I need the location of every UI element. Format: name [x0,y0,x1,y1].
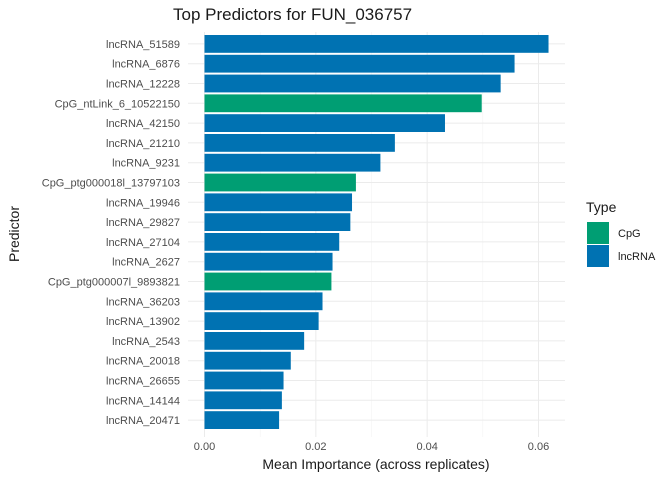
y-tick-label: lncRNA_26655 [106,376,180,388]
bar-lncrna-14144 [204,391,282,410]
bar-lncrna-29827 [204,213,351,231]
bar-cpg-ntlink-6-10522150 [204,94,482,113]
y-tick-label: lncRNA_27104 [106,237,180,249]
y-tick-label: CpG_ptg000007l_9893821 [48,277,180,289]
bars [204,35,549,429]
legend-swatch-lncrna [587,245,609,267]
bar-lncrna-51589 [204,35,549,53]
bar-lncrna-12228 [204,74,501,93]
y-tick-label: lncRNA_9231 [112,158,180,170]
legend-swatch-cpg [587,222,609,244]
y-tick-labels: lncRNA_51589 lncRNA_6876 lncRNA_12228 CpG_n… [42,39,180,427]
bar-lncrna-19946 [204,193,353,212]
bar-lncrna-9231 [204,153,381,172]
y-tick-label: lncRNA_42150 [106,118,180,130]
bar-lncrna-20018 [204,351,291,370]
legend: Type CpG lncRNA [586,199,656,267]
y-tick-label: lncRNA_19946 [106,197,180,209]
y-tick-label: lncRNA_20471 [106,415,180,427]
y-tick-label: lncRNA_14144 [106,395,180,407]
bar-lncrna-27104 [204,233,340,251]
y-tick-label: lncRNA_2627 [112,257,180,269]
bar-cpg-ptg000018l-13797103 [204,173,356,192]
y-tick-label: lncRNA_29827 [106,217,180,229]
y-tick-label: lncRNA_12228 [106,79,180,91]
chart-title: Top Predictors for FUN_036757 [173,5,412,24]
x-tick-label: 0.04 [416,441,437,453]
y-tick-label: CpG_ptg000018l_13797103 [42,178,180,190]
x-tick-labels: 0.00 0.02 0.04 0.06 [194,441,549,453]
legend-label-lncrna: lncRNA [618,251,656,263]
y-tick-label: lncRNA_13902 [106,316,180,328]
y-tick-label: lncRNA_51589 [106,39,180,51]
bar-cpg-ptg000007l-9893821 [204,272,332,291]
legend-title: Type [586,199,617,215]
x-axis-title: Mean Importance (across replicates) [262,456,489,472]
x-tick-label: 0.02 [305,441,326,453]
y-tick-label: lncRNA_6876 [112,59,180,71]
y-tick-label: CpG_ntLink_6_10522150 [55,98,180,110]
x-tick-label: 0.00 [194,441,215,453]
legend-label-cpg: CpG [618,228,641,240]
bar-lncrna-36203 [204,292,323,311]
x-tick-label: 0.06 [528,441,549,453]
y-tick-label: lncRNA_2543 [112,336,180,348]
bar-lncrna-42150 [204,114,445,132]
bar-lncrna-13902 [204,312,319,330]
bar-lncrna-21210 [204,134,395,152]
bar-lncrna-6876 [204,54,515,73]
y-tick-label: lncRNA_21210 [106,138,180,150]
bar-lncrna-26655 [204,371,284,390]
y-tick-label: lncRNA_36203 [106,296,180,308]
bar-lncrna-2627 [204,252,333,271]
bar-lncrna-20471 [204,411,280,429]
y-tick-label: lncRNA_20018 [106,356,180,368]
y-axis-title: Predictor [6,206,22,262]
bar-lncrna-2543 [204,332,305,350]
